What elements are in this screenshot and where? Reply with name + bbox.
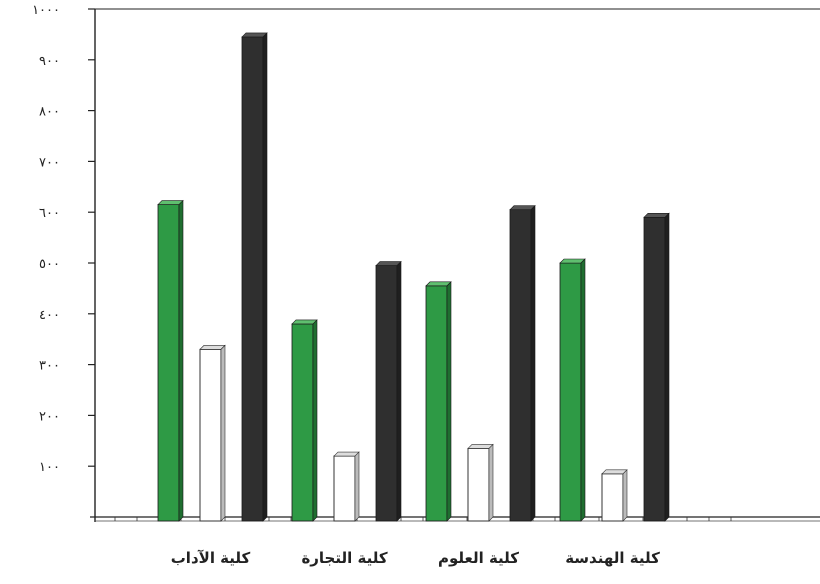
bar-side-face (354, 451, 360, 522)
x-category-label: كلية التجارة (301, 549, 387, 567)
bar-side-face (622, 469, 628, 522)
y-tick-label: ٢٠٠ (39, 409, 60, 424)
bar (425, 285, 448, 522)
bar-side-face (312, 319, 318, 522)
x-category-label: كلية الهندسة (565, 549, 660, 567)
bar (601, 473, 624, 522)
bar (333, 455, 356, 522)
y-tick-label: ٧٠٠ (39, 155, 60, 170)
bar (157, 204, 180, 522)
x-category-label: كلية الآداب (171, 549, 251, 567)
bar-side-face (220, 344, 226, 522)
y-tick-label: ٣٠٠ (39, 359, 60, 374)
bar-side-face (488, 443, 494, 522)
bar-side-face (262, 32, 268, 522)
bar-side-face (446, 281, 452, 522)
y-tick-label: ٤٠٠ (39, 308, 60, 323)
bar-side-face (664, 212, 670, 522)
bar (241, 36, 264, 522)
y-tick-label: ١٠٠٠ (32, 3, 60, 18)
x-category-label: كلية العلوم (438, 549, 519, 567)
y-tick-label: ٩٠٠ (39, 54, 60, 69)
bar (375, 265, 398, 522)
bar (199, 348, 222, 522)
bar-side-face (396, 260, 402, 522)
bar-side-face (178, 199, 184, 522)
bar (509, 209, 532, 522)
bar-side-face (580, 258, 586, 522)
y-tick-label: ٨٠٠ (39, 105, 60, 120)
y-tick-label: ٦٠٠ (39, 206, 60, 221)
bar (467, 447, 490, 522)
y-tick-label: ٥٠٠ (39, 257, 60, 272)
bar (559, 262, 582, 522)
bar (643, 216, 666, 522)
y-tick-label: ١٠٠ (39, 460, 60, 475)
bar-side-face (530, 204, 536, 522)
bar (291, 323, 314, 522)
